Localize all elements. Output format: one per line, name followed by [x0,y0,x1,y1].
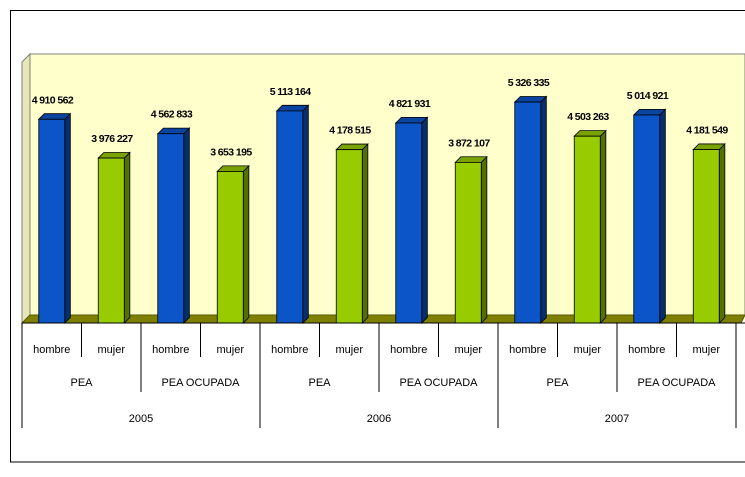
value-label: 5 326 335 [508,77,550,89]
tick-label-gender: hombre [152,344,189,356]
bar-2007-pea-ocupada-hombre-front [634,115,660,323]
tick-label-group: PEA [70,377,93,389]
bar-2006-pea-ocupada-hombre-front [396,123,422,323]
bar-2005-pea-mujer-top [98,152,130,158]
tick-label-gender: hombre [390,344,427,356]
bar-2007-pea-ocupada-mujer-side [719,144,725,323]
value-label: 4 821 931 [389,98,431,110]
tick-label-group: PEA OCUPADA [637,377,716,389]
bar-2005-pea-ocupada-hombre [158,128,190,323]
bar-2006-pea-hombre-top [277,105,309,111]
bar-2007-pea-mujer [574,131,606,323]
bar-2007-pea-mujer-side [600,131,606,323]
bar-2005-pea-hombre-front [39,119,65,323]
tick-label-year: 2005 [129,413,153,425]
tick-label-gender: hombre [509,344,546,356]
bar-2006-pea-ocupada-hombre-side [422,117,428,323]
bar-2007-pea-hombre-front [515,102,541,323]
bar-2007-pea-ocupada-mujer [693,144,725,323]
value-label: 4 178 515 [329,125,371,137]
value-label: 3 653 195 [210,146,252,158]
bar-2007-pea-hombre-side [541,96,547,323]
bar-2006-pea-ocupada-hombre [396,117,428,323]
bar-2005-pea-mujer [98,152,130,323]
bar-2007-pea-ocupada-hombre-side [660,109,666,323]
bar-2006-pea-hombre-side [303,105,309,323]
bar-2007-pea-hombre-top [515,96,547,102]
bar-2005-pea-ocupada-hombre-side [184,128,190,323]
bar-2006-pea-mujer [336,144,368,323]
tick-label-year: 2007 [605,413,629,425]
bar-2006-pea-hombre [277,105,309,323]
bar-2006-pea-ocupada-mujer-top [455,157,487,163]
bar-2007-pea-ocupada-hombre-top [634,109,666,115]
bar-2007-pea-ocupada-hombre [634,109,666,323]
tick-label-group: PEA [546,377,569,389]
bar-2007-pea-ocupada-mujer-front [693,150,719,323]
tick-label-group: PEA [308,377,331,389]
tick-label-gender: mujer [97,344,125,356]
bar-2006-pea-ocupada-hombre-top [396,117,428,123]
bar-2005-pea-ocupada-mujer-side [243,166,249,323]
value-label: 3 872 107 [448,137,490,149]
tick-label-gender: mujer [573,344,601,356]
bar-2005-pea-ocupada-mujer [217,166,249,323]
tick-label-group: PEA OCUPADA [399,377,478,389]
bar-2005-pea-mujer-front [98,158,124,323]
bar-2006-pea-hombre-front [277,111,303,323]
bar-2007-pea-mujer-front [574,136,600,323]
tick-label-gender: hombre [33,344,70,356]
tick-label-gender: hombre [271,344,308,356]
tick-label-gender: mujer [454,344,482,356]
tick-label-year: 2006 [367,413,391,425]
bar-2007-pea-hombre [515,96,547,323]
tick-label-gender: hombre [628,344,665,356]
value-label: 4 181 549 [686,125,728,137]
bar-2005-pea-ocupada-mujer-front [217,171,243,323]
bar-2006-pea-ocupada-mujer-side [481,157,487,323]
tick-label-gender: mujer [216,344,244,356]
bar-2006-pea-ocupada-mujer-front [455,162,481,323]
bar-2007-pea-ocupada-mujer-top [693,144,725,150]
bar-2005-pea-ocupada-hombre-front [158,134,184,323]
value-label: 3 976 227 [91,133,133,145]
bar-2006-pea-mujer-side [362,144,368,323]
value-label: 4 503 263 [567,111,609,123]
value-label: 4 910 562 [32,94,74,106]
bar-2006-pea-mujer-front [336,150,362,323]
bar-2005-pea-mujer-side [124,152,130,323]
bar-2006-pea-ocupada-mujer [455,157,487,323]
bar-2007-pea-mujer-top [574,131,606,137]
value-label: 5 113 164 [270,86,311,98]
bar-2005-pea-hombre-side [65,114,71,323]
value-label: 4 562 833 [151,109,193,121]
bar-2005-pea-hombre-top [39,114,71,120]
plot-side-wall [22,54,30,323]
tick-label-group: PEA OCUPADA [161,377,240,389]
tick-label-gender: mujer [692,344,720,356]
tick-label-gender: mujer [335,344,363,356]
bar-2005-pea-ocupada-mujer-top [217,166,249,172]
bar-2005-pea-hombre [39,114,71,323]
value-label: 5 014 921 [627,90,669,102]
bar-2006-pea-mujer-top [336,144,368,150]
bar-2005-pea-ocupada-hombre-top [158,128,190,134]
